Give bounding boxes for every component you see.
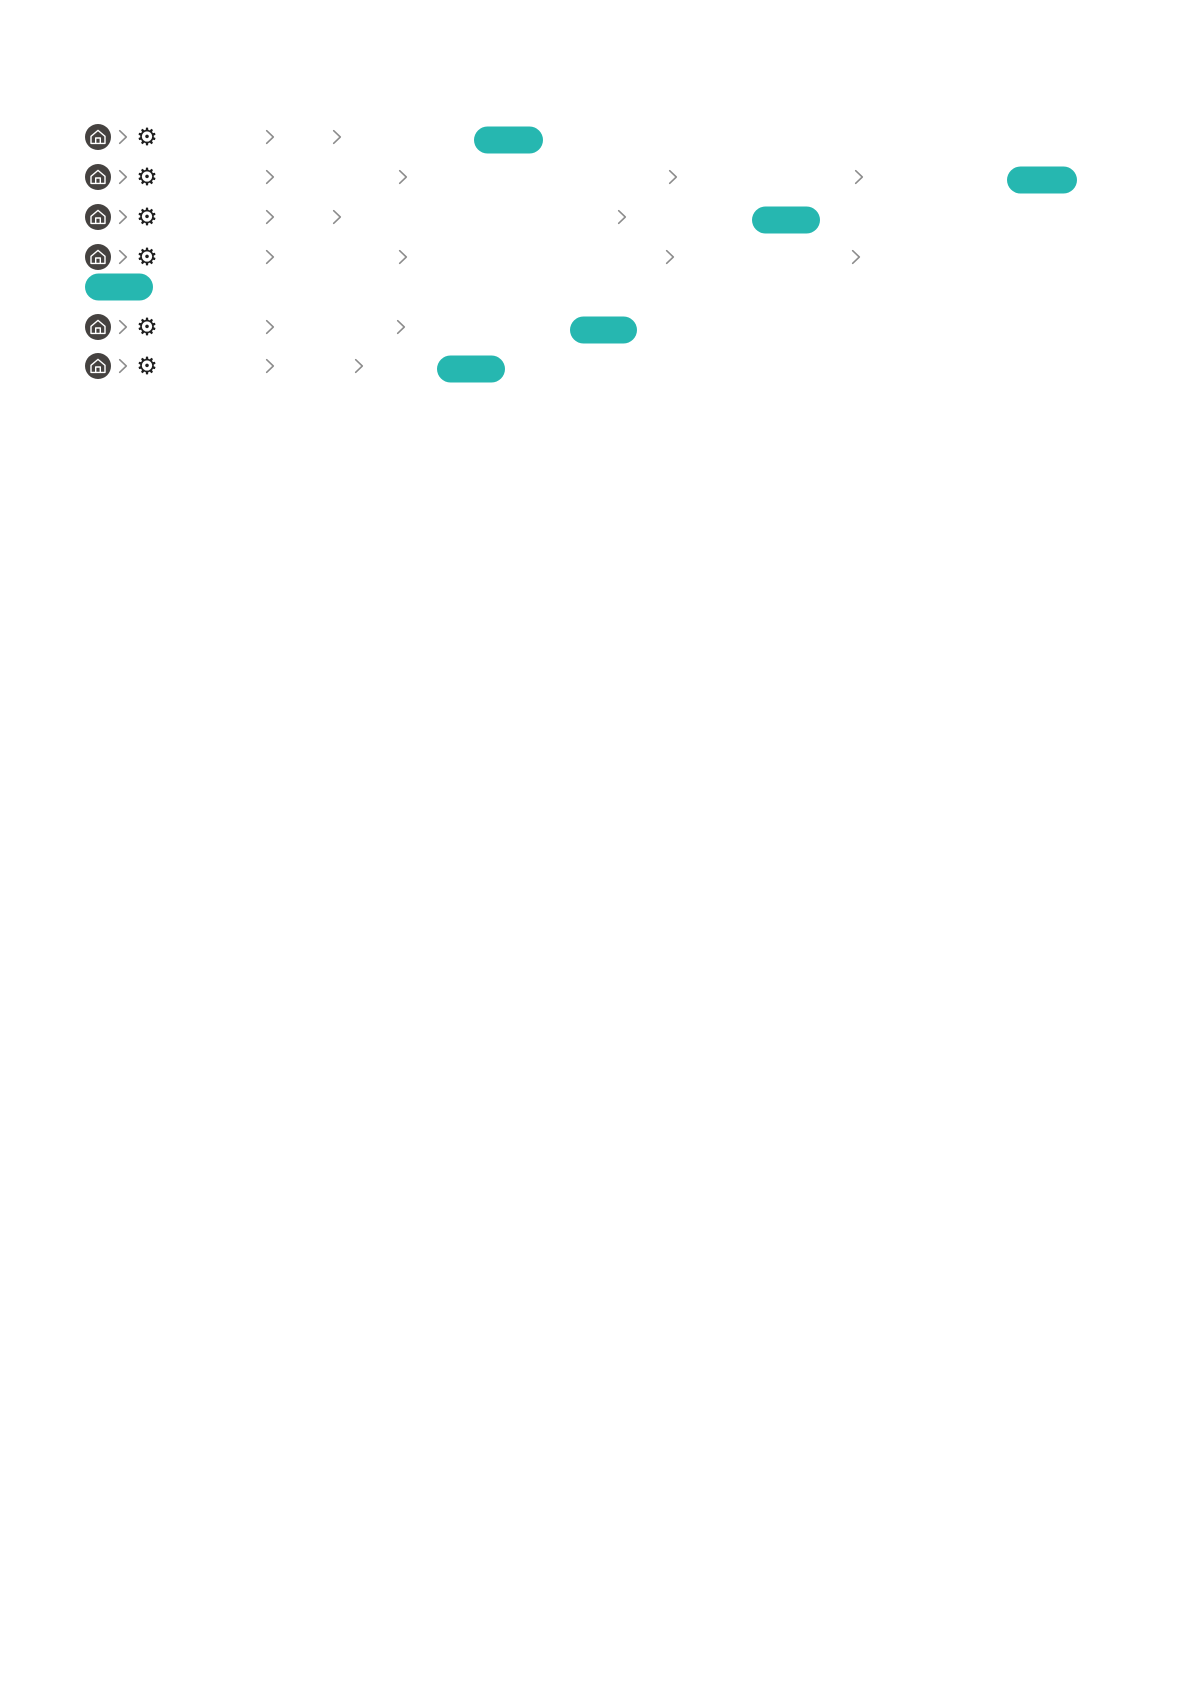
home-icon[interactable]: [85, 314, 111, 340]
chevron-right-icon: [854, 169, 865, 186]
gear-icon[interactable]: ⚙: [136, 203, 158, 231]
home-icon[interactable]: [85, 164, 111, 190]
chevron-right-icon: [332, 209, 343, 226]
chevron-right-icon: [332, 129, 343, 146]
chevron-right-icon: [398, 249, 409, 266]
gear-icon[interactable]: ⚙: [136, 313, 158, 341]
action-button[interactable]: [1007, 166, 1077, 194]
chevron-right-icon: [265, 358, 276, 375]
chevron-right-icon: [265, 249, 276, 266]
chevron-right-icon: [118, 319, 129, 336]
chevron-right-icon: [118, 129, 129, 146]
chevron-right-icon: [265, 209, 276, 226]
home-icon[interactable]: [85, 353, 111, 379]
chevron-right-icon: [617, 209, 628, 226]
chevron-right-icon: [668, 169, 679, 186]
chevron-right-icon: [118, 209, 129, 226]
chevron-right-icon: [396, 319, 407, 336]
action-button[interactable]: [474, 126, 543, 154]
gear-icon[interactable]: ⚙: [136, 243, 158, 271]
chevron-right-icon: [118, 358, 129, 375]
chevron-right-icon: [265, 319, 276, 336]
chevron-right-icon: [665, 249, 676, 266]
action-button[interactable]: [570, 316, 637, 344]
chevron-right-icon: [398, 169, 409, 186]
gear-icon[interactable]: ⚙: [136, 352, 158, 380]
gear-icon[interactable]: ⚙: [136, 163, 158, 191]
home-icon[interactable]: [85, 204, 111, 230]
chevron-right-icon: [265, 129, 276, 146]
chevron-right-icon: [265, 169, 276, 186]
chevron-right-icon: [354, 358, 365, 375]
chevron-right-icon: [118, 169, 129, 186]
action-button[interactable]: [752, 206, 820, 234]
chevron-right-icon: [118, 249, 129, 266]
gear-icon[interactable]: ⚙: [136, 123, 158, 151]
chevron-right-icon: [851, 249, 862, 266]
action-button[interactable]: [85, 273, 153, 301]
home-icon[interactable]: [85, 124, 111, 150]
home-icon[interactable]: [85, 244, 111, 270]
action-button[interactable]: [437, 355, 505, 383]
